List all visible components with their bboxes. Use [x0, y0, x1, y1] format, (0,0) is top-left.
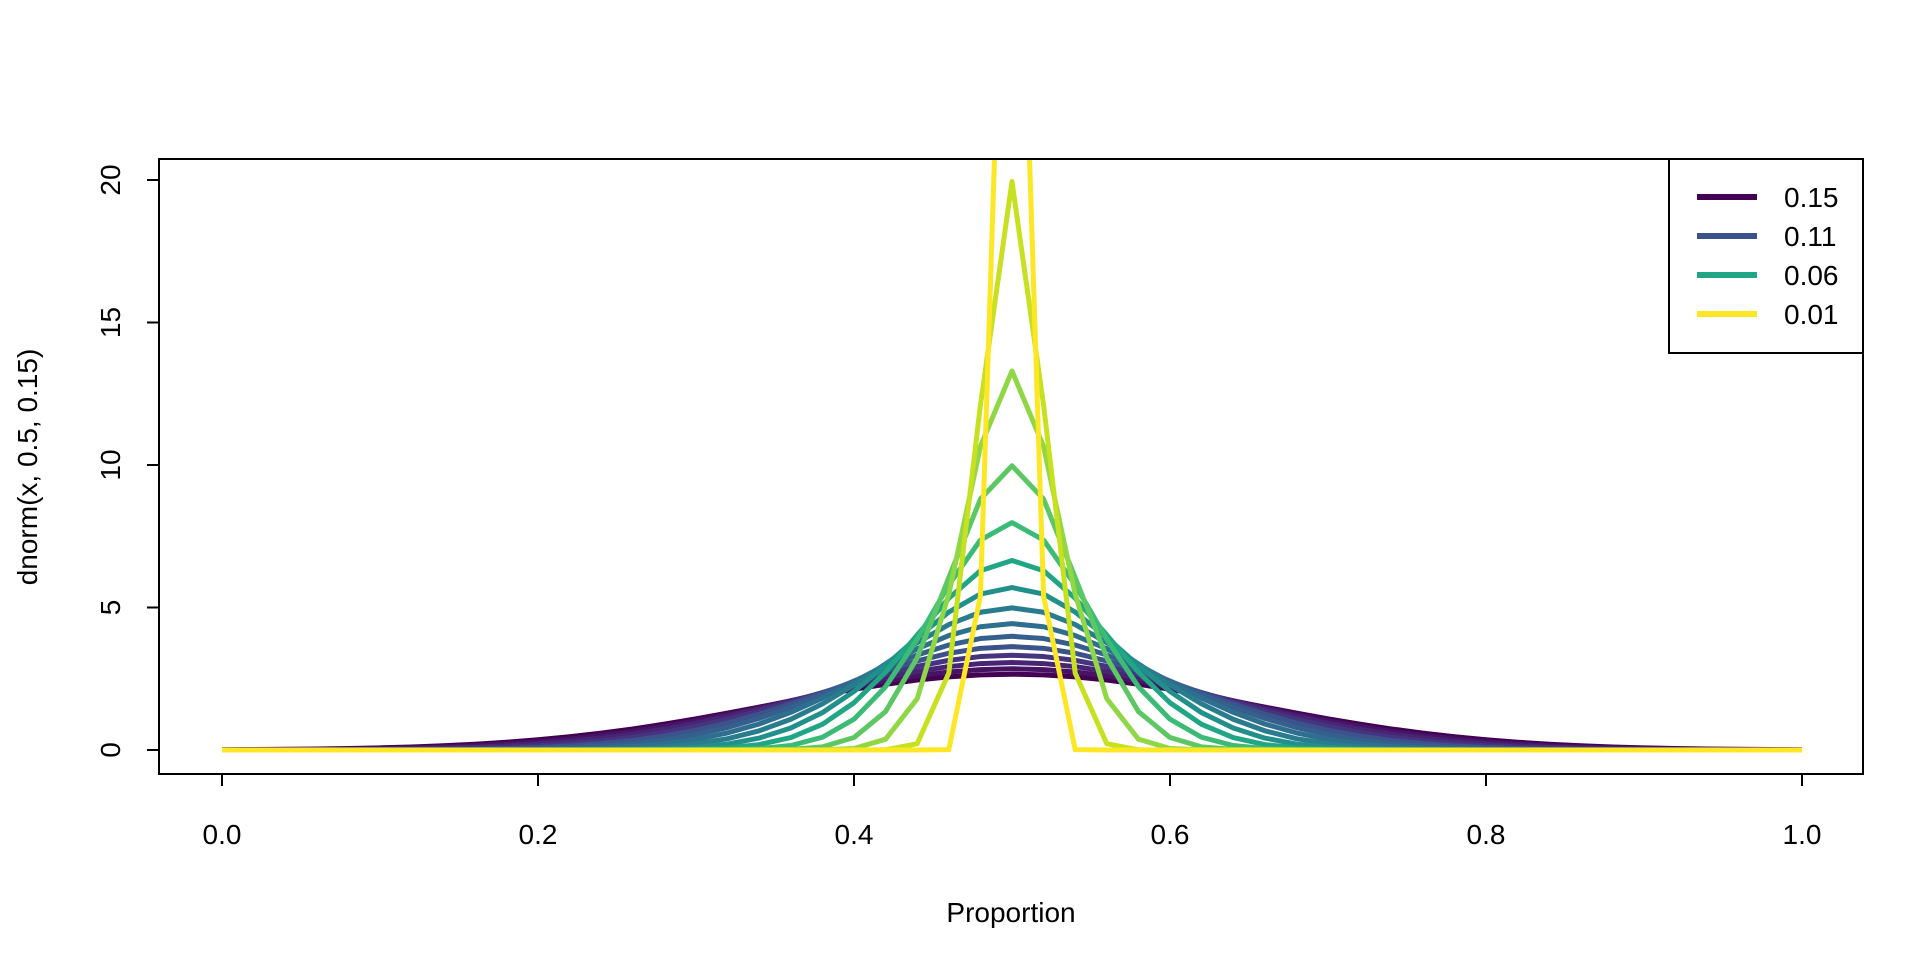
legend-label: 0.06 — [1784, 260, 1839, 291]
y-tick-label: 5 — [95, 600, 126, 616]
y-axis-label: dnorm(x, 0.5, 0.15) — [12, 349, 43, 586]
x-axis: 0.0 0.2 0.4 0.6 0.8 1.0 — [203, 773, 1822, 850]
y-tick-label: 0 — [95, 742, 126, 758]
series-line-sd-0.14 — [221, 666, 1803, 753]
series-layer — [221, 159, 1803, 753]
series-line-sd-0.15 — [221, 671, 1803, 753]
legend-label: 0.15 — [1784, 182, 1839, 213]
series-line-sd-0.09 — [222, 621, 1802, 753]
y-tick-label: 10 — [95, 449, 126, 480]
y-tick-label: 20 — [95, 164, 126, 195]
series-line-sd-0.01 — [222, 159, 1802, 753]
legend-label: 0.11 — [1784, 221, 1836, 252]
legend-box — [1668, 158, 1864, 354]
y-tick-label: 15 — [95, 307, 126, 338]
series-line-sd-0.08 — [222, 605, 1802, 753]
legend-label: 0.01 — [1784, 299, 1839, 330]
x-axis-label: Proportion — [946, 897, 1075, 928]
legend: 0.15 0.11 0.06 0.01 — [1668, 158, 1864, 354]
x-tick-label: 0.2 — [519, 819, 558, 850]
x-tick-label: 0.4 — [835, 819, 874, 850]
x-tick-label: 0.0 — [203, 819, 242, 850]
x-tick-label: 0.6 — [1151, 819, 1190, 850]
x-tick-label: 0.8 — [1467, 819, 1506, 850]
y-axis: 0 5 10 15 20 — [95, 164, 160, 758]
x-tick-label: 1.0 — [1783, 819, 1822, 850]
